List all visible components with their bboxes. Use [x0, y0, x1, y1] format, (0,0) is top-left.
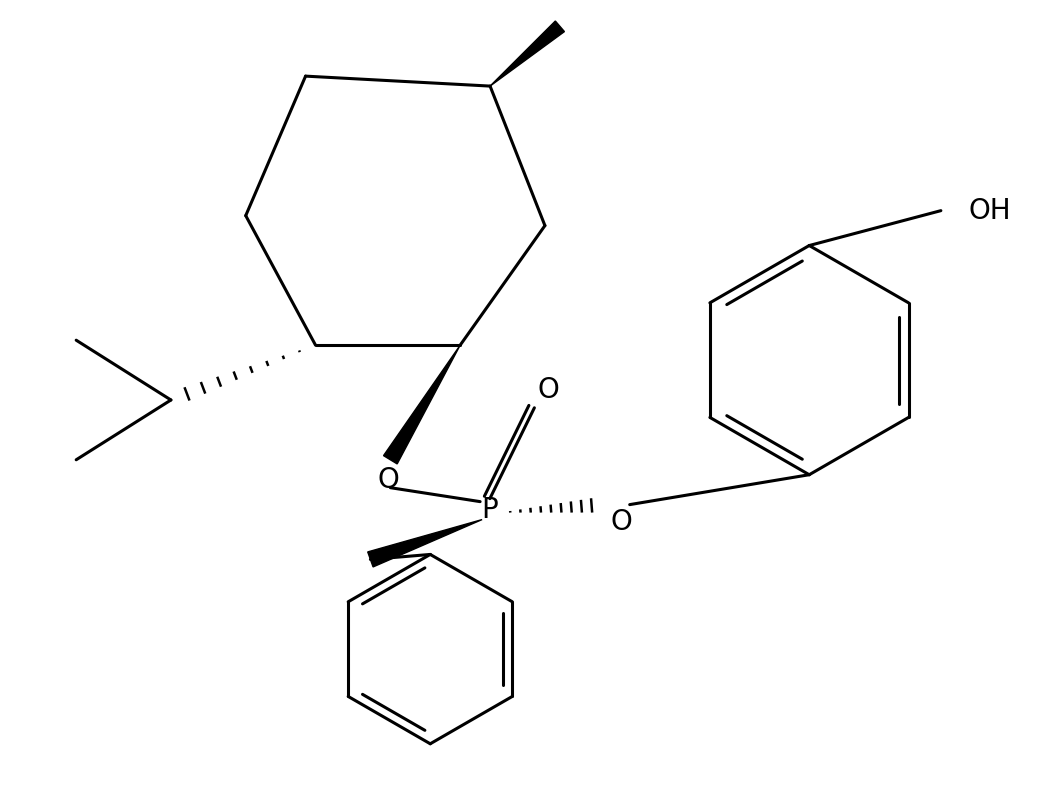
Text: O: O	[610, 508, 632, 535]
Text: OH: OH	[968, 196, 1011, 225]
Text: O: O	[537, 376, 558, 404]
Text: P: P	[482, 496, 498, 524]
Polygon shape	[367, 520, 482, 567]
Polygon shape	[490, 21, 565, 86]
Text: O: O	[378, 466, 400, 493]
Polygon shape	[383, 345, 460, 464]
